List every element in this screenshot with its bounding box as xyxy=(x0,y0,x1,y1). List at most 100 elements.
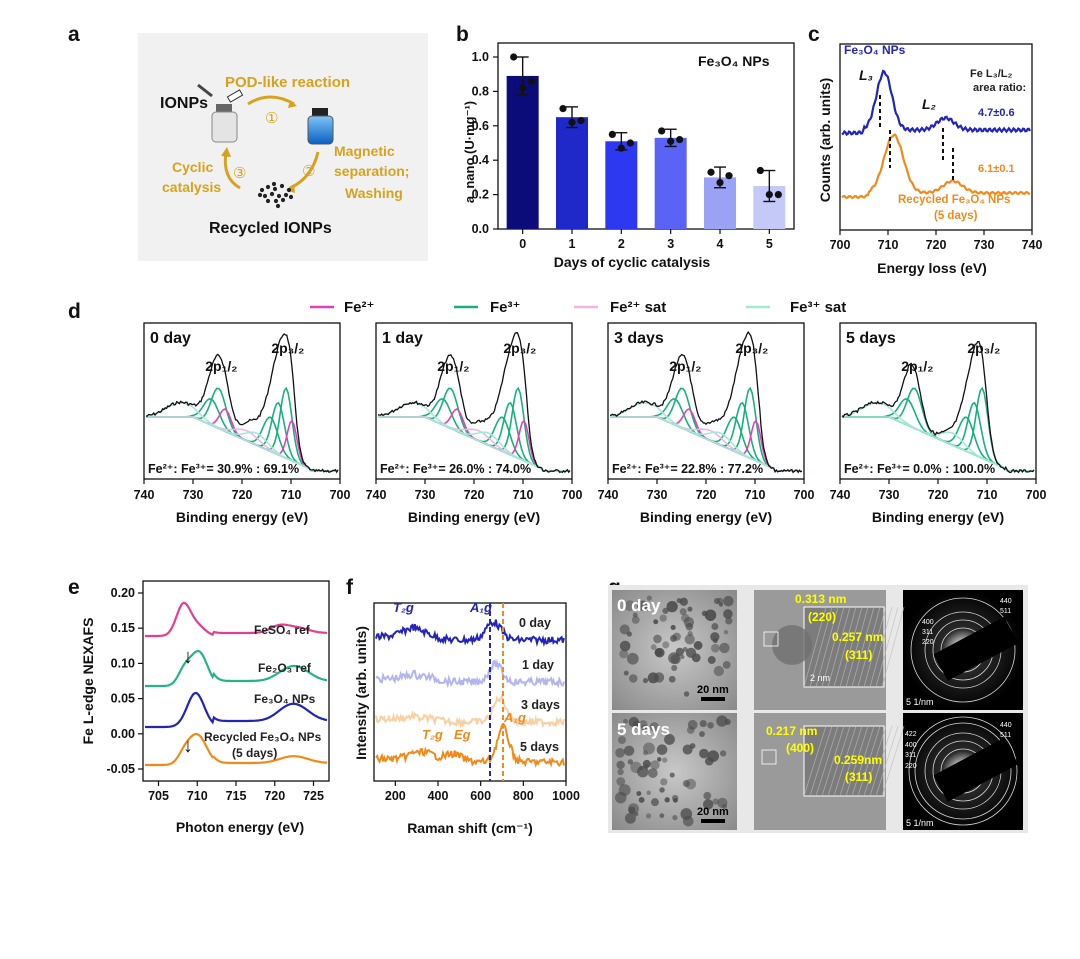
d-spacing-2-row2: 0.259nm xyxy=(834,753,882,767)
xps-component xyxy=(146,416,338,472)
nanoparticle-dot xyxy=(276,193,282,199)
nanoparticle-grain xyxy=(636,765,649,778)
label-feso4: FeSO₄ ref xyxy=(254,623,311,637)
saed-ring-label: 311 xyxy=(905,752,916,759)
fe-ratio-label: Fe²⁺: Fe³⁺= 30.9% : 69.1% xyxy=(148,462,299,476)
panel-f-raman: Intensity (arb. units) Raman shift (cm⁻¹… xyxy=(353,600,580,836)
lattice-fringe xyxy=(851,606,875,688)
xps-component xyxy=(378,401,570,472)
nanoparticle-grain xyxy=(636,600,648,612)
lattice-fringe xyxy=(881,725,905,797)
raman-0-day xyxy=(375,619,565,648)
saed-ring-label: 220 xyxy=(905,763,917,770)
nanoparticle-grain xyxy=(725,617,733,625)
nanoparticle-grain xyxy=(684,634,695,645)
label-fe2o3: Fe₂O₃ ref xyxy=(258,661,312,675)
dropper-icon xyxy=(197,83,244,103)
ratio-top-value: 4.7±0.6 xyxy=(978,107,1015,119)
saed-ring-label: 220 xyxy=(922,639,934,646)
legend-fe2: Fe²⁺ xyxy=(344,299,374,316)
nanoparticle-grain xyxy=(659,787,665,793)
lattice-fringe xyxy=(863,725,887,797)
xps-component xyxy=(610,401,802,472)
x-tick-label: 710 xyxy=(513,488,534,502)
lattice-fringe xyxy=(851,725,875,797)
x-tick-label: 710 xyxy=(745,488,766,502)
xps-component xyxy=(377,402,570,472)
nanoparticle-dot xyxy=(269,191,275,197)
y-tick-label: 0.2 xyxy=(472,188,489,202)
bar-day-2 xyxy=(605,141,638,229)
label-recycled-days: (5 days) xyxy=(232,746,277,760)
nanoparticle-dot xyxy=(262,193,268,199)
data-point xyxy=(559,105,567,113)
xps-envelope xyxy=(377,332,571,474)
nanoparticle-grain xyxy=(639,720,648,729)
saed-ring-label: 511 xyxy=(1000,732,1011,739)
nanoparticle-grain xyxy=(662,641,670,649)
peak-label-2p32: 2p₃/₂ xyxy=(503,340,536,356)
tem-row-label-0-day: 0 day xyxy=(617,596,661,615)
nanoparticle-grain xyxy=(711,622,719,631)
nanoparticle-grain xyxy=(638,797,645,803)
ratio-label-line2: area ratio: xyxy=(973,82,1026,94)
xps-component xyxy=(145,402,338,472)
nanoparticle-grain xyxy=(619,640,631,652)
nanoparticle-grain xyxy=(713,665,724,677)
nanoparticle-grain xyxy=(616,777,626,786)
nanoparticle-grain xyxy=(623,670,629,676)
nanoparticle-grain xyxy=(710,643,720,653)
nanoparticle-grain xyxy=(704,756,714,766)
lattice-fringe xyxy=(821,725,845,797)
nanoparticle-grain xyxy=(702,799,714,810)
x-tick-label: 1 xyxy=(569,237,576,251)
label-fe3o4: Fe₃O₄ NPs xyxy=(254,692,316,706)
saed-ring-label: 511 xyxy=(1000,608,1011,615)
eels-curve-fresh xyxy=(841,69,1031,137)
nanoparticle-grain xyxy=(628,806,636,814)
nanoparticle-grain xyxy=(724,718,731,725)
lattice-fringe xyxy=(827,725,851,797)
panel-c-eels: Counts (arb. units) Energy loss (eV) 700… xyxy=(817,43,1042,276)
lattice-fringe xyxy=(857,606,881,688)
nanoparticle-grain xyxy=(683,617,695,628)
nanoparticle-grain xyxy=(664,797,670,803)
data-point xyxy=(510,53,518,61)
nanoparticle-grain xyxy=(650,798,659,807)
nanoparticle-grain xyxy=(675,647,684,656)
xps-component xyxy=(841,402,1034,472)
nanoparticle-grain xyxy=(619,649,629,659)
x-tick-label: 740 xyxy=(830,488,851,502)
y-tick-label: 0.00 xyxy=(111,727,135,741)
x-tick-label: 710 xyxy=(187,789,208,803)
panel-e-nexafs: Fe L-edge NEXAFS Photon energy (eV) 0.20… xyxy=(80,580,330,835)
nanoparticle-grain xyxy=(660,778,668,786)
lattice-fringe xyxy=(845,725,869,797)
nanoparticle-grain xyxy=(645,813,652,819)
lattice-fringe xyxy=(809,606,833,688)
raman-5-days xyxy=(375,723,565,769)
nanoparticle-grain xyxy=(699,731,705,737)
x-tick-label: 720 xyxy=(696,488,717,502)
panel-label-d: d xyxy=(68,300,81,323)
magnetic-label: Magnetic xyxy=(334,143,395,159)
catalysis-label: catalysis xyxy=(162,179,221,195)
nanoparticle-grain xyxy=(712,798,719,805)
lattice-fringe xyxy=(827,606,851,688)
nanoparticle-grain xyxy=(662,607,669,614)
x-tick-label: 730 xyxy=(183,488,204,502)
y-tick-label: 0.6 xyxy=(472,119,489,133)
eels-curve-recycled xyxy=(841,133,1031,200)
inset-scale-label: 2 nm xyxy=(810,673,830,683)
xps-day-label: 5 days xyxy=(846,330,896,347)
lattice-fringe xyxy=(839,725,863,797)
hkl-1-row1: (220) xyxy=(808,610,836,624)
y-tick-label: 0.0 xyxy=(472,222,489,236)
peak-label-2p32: 2p₃/₂ xyxy=(735,340,768,356)
panel-d-xps: 0 day 2p₁/₂ 2p₃/₂ Fe²⁺: Fe³⁺= 30.9% : 69.1%… xyxy=(134,322,1046,525)
lattice-fringe xyxy=(845,606,869,688)
panel-e-ylabel: Fe L-edge NEXAFS xyxy=(80,618,96,745)
nanoparticle-grain xyxy=(683,691,690,697)
nanoparticle-grain xyxy=(680,654,685,660)
lattice-fringe xyxy=(833,606,857,688)
